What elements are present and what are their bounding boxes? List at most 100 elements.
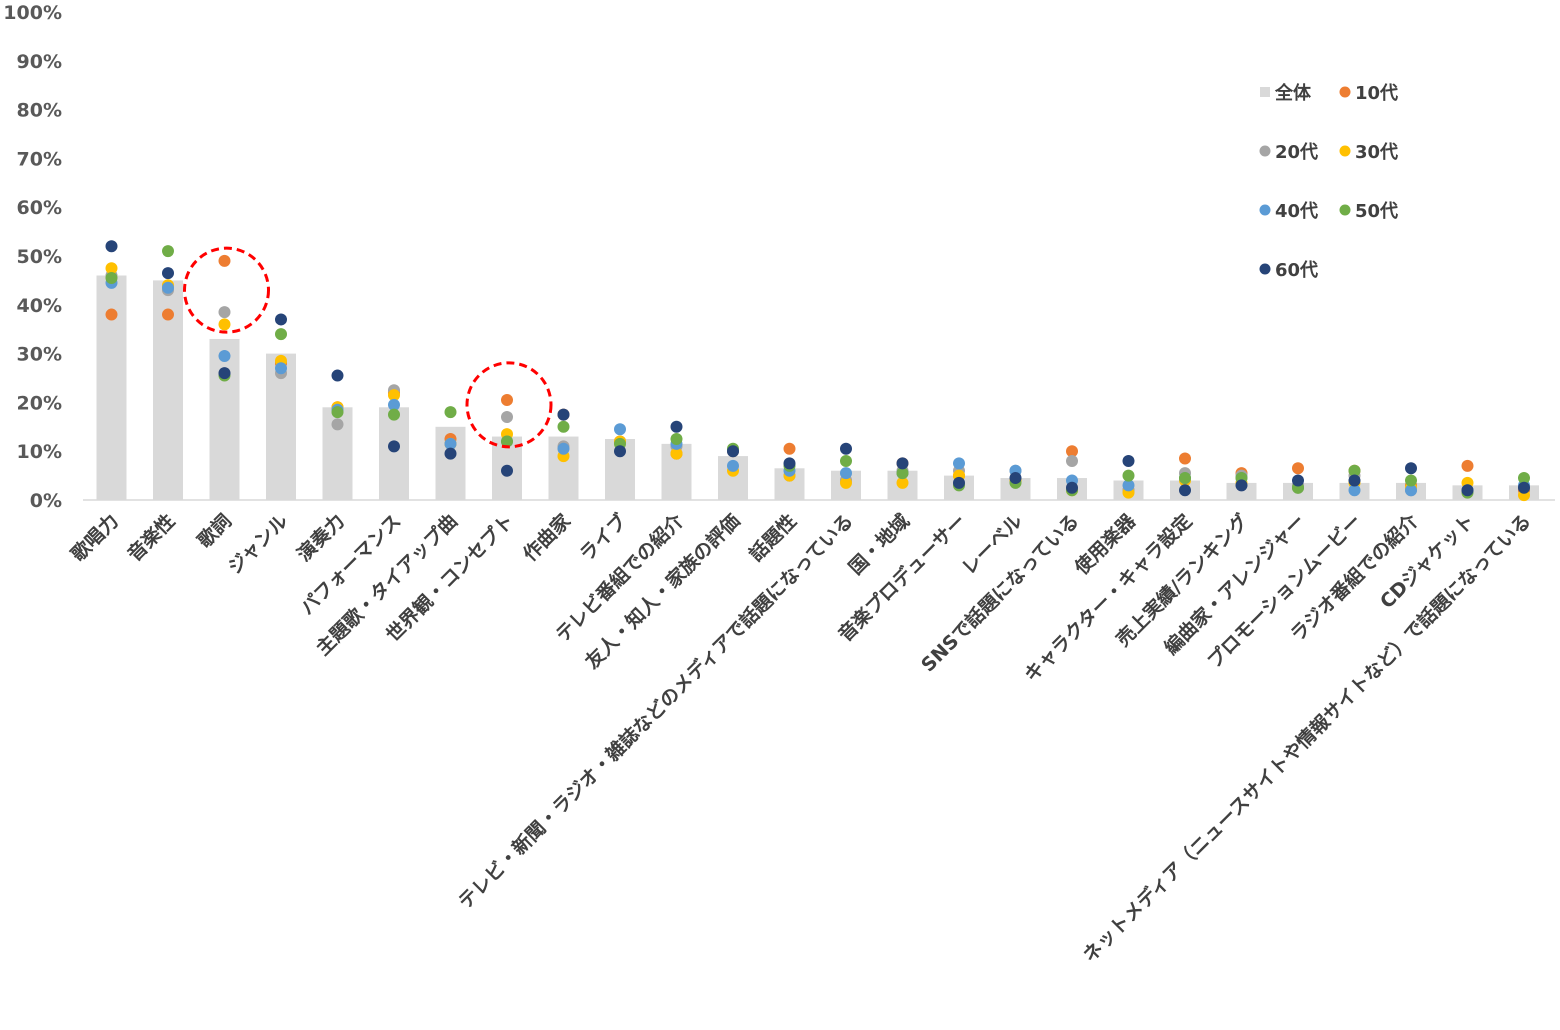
legend-label: 50代 [1355,201,1398,222]
x-tick-label: 作曲家 [518,509,575,566]
x-tick-label: テレビ・新聞・ラジオ・雑誌などのメディアで話題になっている [454,509,858,913]
bar [1226,482,1257,500]
data-point [162,281,174,294]
data-point [275,328,287,341]
data-point [727,445,739,458]
legend-swatch [1339,145,1351,157]
data-point [501,411,513,424]
y-tick-label: 50% [17,246,62,268]
data-point [670,447,683,460]
data-point [162,308,174,321]
data-point [953,457,965,470]
data-point [783,442,796,455]
data-point [218,350,231,363]
data-point [1066,445,1078,458]
data-point [1179,472,1191,485]
data-point [1348,484,1361,497]
x-tick-label: 話題性 [744,509,801,566]
data-point [501,393,513,406]
data-point [614,423,626,436]
data-point [105,271,118,284]
data-point [1179,452,1191,465]
data-point [1066,481,1078,494]
data-point [275,362,287,375]
y-tick-label: 100% [3,2,62,24]
data-point [162,267,174,280]
data-point [218,306,231,319]
data-point [1518,481,1530,494]
data-point [105,262,118,275]
data-point [1461,484,1474,497]
data-point [388,408,400,421]
data-point [1235,479,1248,492]
data-point [1405,462,1417,475]
data-point [727,459,739,472]
bar [1000,478,1031,500]
data-point [1122,469,1135,482]
y-tick-label: 0% [30,490,62,512]
data-point [1122,454,1135,467]
y-tick-label: 30% [17,344,62,366]
data-point [896,457,909,470]
legend-label: 10代 [1355,83,1398,104]
data-point [1179,484,1191,497]
data-point [896,476,909,489]
data-point [501,435,513,448]
data-point [896,467,909,480]
data-point [1122,479,1135,492]
legend-label: 30代 [1355,142,1398,163]
data-point [557,408,570,421]
data-point [388,440,400,453]
x-tick-label: 歌唱力 [66,509,123,566]
y-tick-label: 10% [17,441,62,463]
legend-swatch [1259,145,1271,157]
data-point [218,254,231,267]
data-point [1348,464,1361,477]
data-point [1405,474,1417,487]
y-axis: 0% 10% 20% 30% 40% 50% 60% 70% 80% 90% 100% [3,2,62,512]
legend-label: 60代 [1275,260,1318,281]
data-point [444,406,457,419]
data-point [614,445,626,458]
data-point [388,389,400,402]
legend-swatch [1339,204,1351,216]
series-points [105,240,1530,502]
data-point [1066,454,1078,467]
data-point [557,442,570,455]
data-point [105,308,118,321]
legend-label: 20代 [1275,142,1318,163]
bar [379,407,409,500]
data-point [840,454,852,467]
x-tick-label: ジャンル [224,510,293,579]
data-point [1348,474,1361,487]
y-tick-label: 80% [17,100,62,122]
data-point [105,240,118,253]
legend-swatch [1259,263,1271,275]
x-tick-label: ライブ [575,509,632,566]
legend-swatch [1339,86,1351,98]
legend-swatch [1259,204,1271,216]
x-tick-label: 歌詞 [193,509,236,552]
data-point [218,367,231,380]
data-point [840,476,852,489]
legend-label: 40代 [1275,201,1318,222]
data-point [840,467,852,480]
data-point [331,406,344,419]
data-point [670,420,683,433]
data-point [670,433,683,445]
data-point [1461,459,1474,472]
y-tick-label: 60% [17,197,62,219]
data-point [275,313,287,326]
data-point [1292,474,1304,487]
x-tick-label: 音楽性 [123,509,180,566]
x-tick-label: 演奏力 [292,509,349,566]
highlight-circle [183,246,270,334]
bars [96,275,1539,500]
data-point [1405,484,1417,497]
y-tick-label: 70% [17,148,62,170]
data-point [1009,472,1022,485]
y-tick-label: 90% [17,51,62,73]
data-point [388,398,400,411]
legend-label: 全体 [1274,82,1312,104]
